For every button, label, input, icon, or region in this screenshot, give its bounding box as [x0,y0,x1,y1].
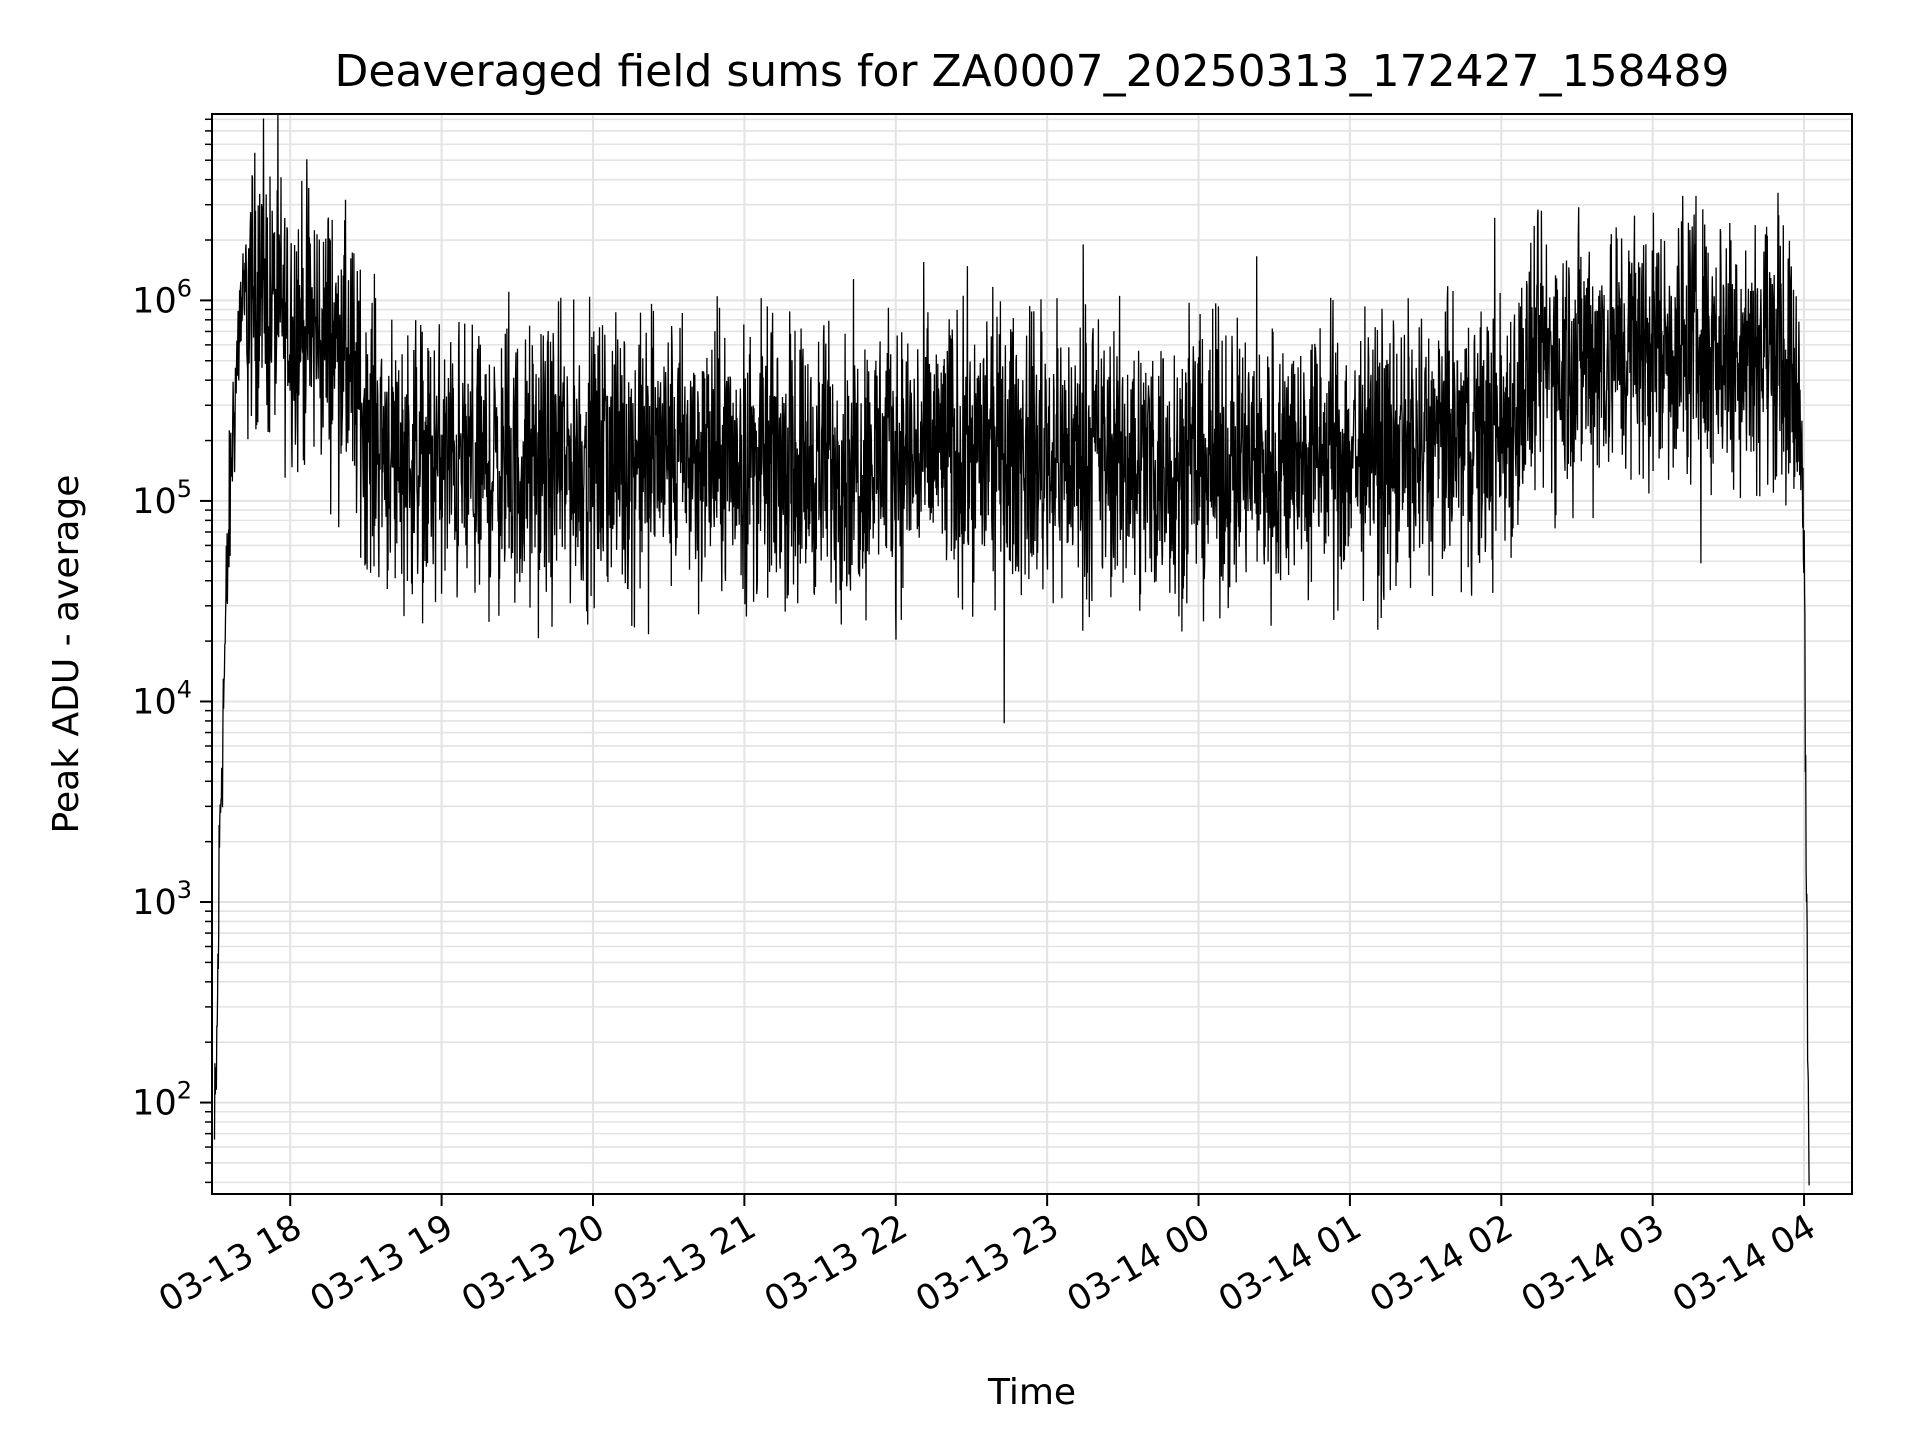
plot-frame [211,113,1853,1195]
series-line [213,113,1810,1186]
y-tick-base: 10 [132,1084,177,1124]
y-tick-label: 104 [132,675,192,722]
y-tick-label: 105 [132,475,192,522]
y-tick-base: 10 [132,482,177,522]
y-tick-base: 10 [132,281,177,321]
y-tick-exponent: 2 [177,1077,192,1105]
y-tick-exponent: 3 [177,876,192,904]
y-tick-base: 10 [132,682,177,722]
grid [212,114,1852,1194]
y-axis-label: Peak ADU - average [46,475,87,834]
chart-title: Deaveraged field sums for ZA0007_2025031… [334,46,1729,97]
y-tick-label: 103 [132,876,192,923]
plot-area [213,113,1810,1186]
y-tick-label: 102 [132,1077,192,1124]
x-axis-label: Time [987,1372,1076,1413]
y-tick-label: 106 [132,274,192,321]
y-tick-exponent: 4 [177,675,192,703]
y-tick-exponent: 5 [177,475,192,503]
y-tick-base: 10 [132,883,177,923]
y-tick-exponent: 6 [177,274,192,302]
